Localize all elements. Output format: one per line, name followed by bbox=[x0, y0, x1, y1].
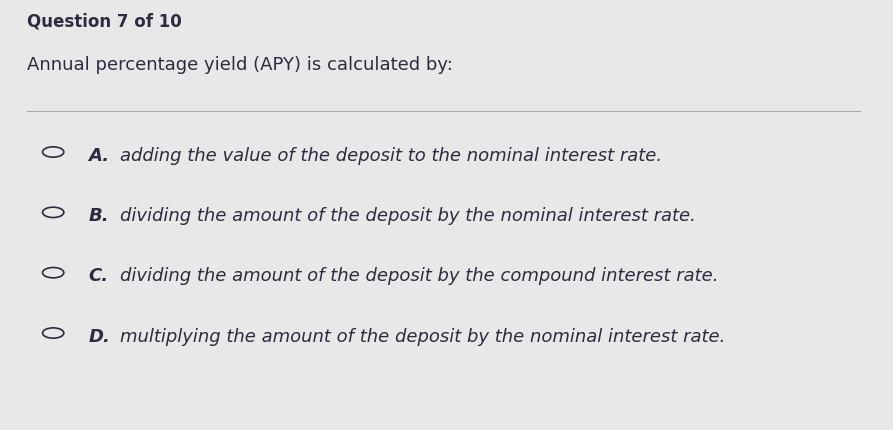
Text: Question 7 of 10: Question 7 of 10 bbox=[27, 13, 181, 31]
Text: dividing the amount of the deposit by the compound interest rate.: dividing the amount of the deposit by th… bbox=[120, 267, 718, 285]
Text: A.: A. bbox=[88, 146, 110, 164]
Text: B.: B. bbox=[88, 206, 109, 224]
Text: adding the value of the deposit to the nominal interest rate.: adding the value of the deposit to the n… bbox=[120, 146, 662, 164]
Text: C.: C. bbox=[88, 267, 109, 285]
Text: D.: D. bbox=[88, 327, 111, 345]
Text: dividing the amount of the deposit by the nominal interest rate.: dividing the amount of the deposit by th… bbox=[120, 206, 696, 224]
Text: Annual percentage yield (APY) is calculated by:: Annual percentage yield (APY) is calcula… bbox=[27, 56, 453, 74]
Text: multiplying the amount of the deposit by the nominal interest rate.: multiplying the amount of the deposit by… bbox=[120, 327, 725, 345]
